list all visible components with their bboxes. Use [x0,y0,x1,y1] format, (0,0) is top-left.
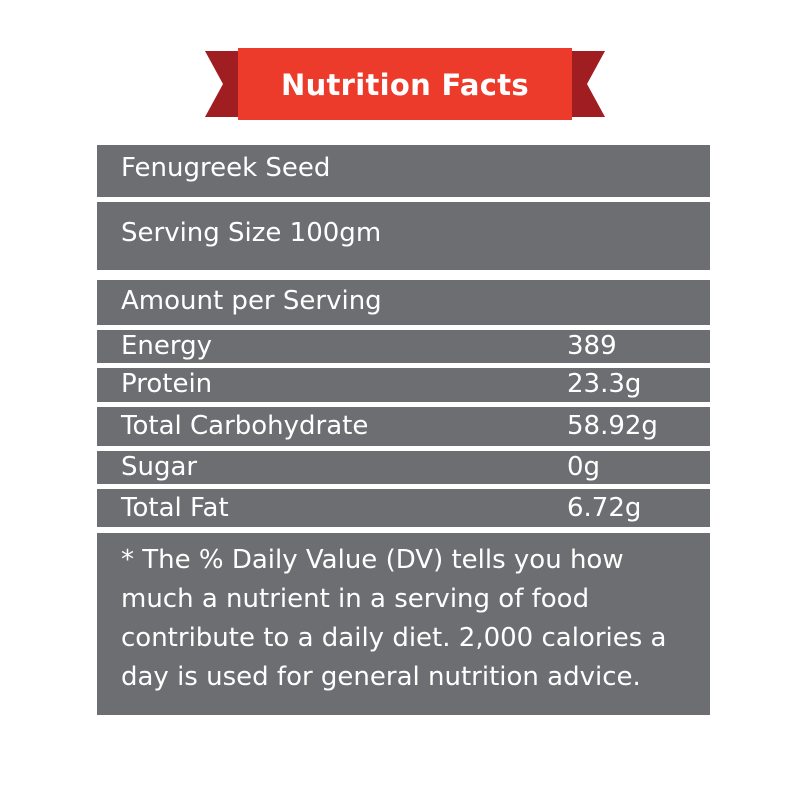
ribbon-graphic [205,48,605,120]
nutrient-row: Sugar 0g [97,451,710,484]
page-title: Nutrition Facts [281,68,529,102]
nutrient-label: Sugar [121,452,198,482]
title-banner: Nutrition Facts [205,48,605,120]
nutrient-value: 23.3g [567,369,642,399]
nutrient-value: 6.72g [567,493,642,523]
nutrient-label: Total Carbohydrate [121,411,369,441]
daily-value-footnote: * The % Daily Value (DV) tells you how m… [121,545,667,692]
footnote-panel: * The % Daily Value (DV) tells you how m… [97,533,710,715]
nutrient-label: Protein [121,369,213,399]
serving-size-row: Serving Size 100gm [97,202,710,270]
serving-size: Serving Size 100gm [121,218,382,248]
nutrient-value: 0g [567,452,601,482]
nutrient-row: Energy 389 [97,330,710,363]
nutrient-value: 58.92g [567,411,658,441]
nutrient-label: Energy [121,331,213,361]
nutrient-row: Total Fat 6.72g [97,489,710,527]
nutrient-row: Protein 23.3g [97,368,710,402]
amount-per-serving: Amount per Serving [121,286,382,316]
amount-header-row: Amount per Serving [97,280,710,325]
product-name: Fenugreek Seed [121,153,331,183]
nutrient-row: Total Carbohydrate 58.92g [97,407,710,446]
product-name-row: Fenugreek Seed [97,145,710,197]
nutrient-value: 389 [567,331,617,361]
nutrient-label: Total Fat [121,493,229,523]
